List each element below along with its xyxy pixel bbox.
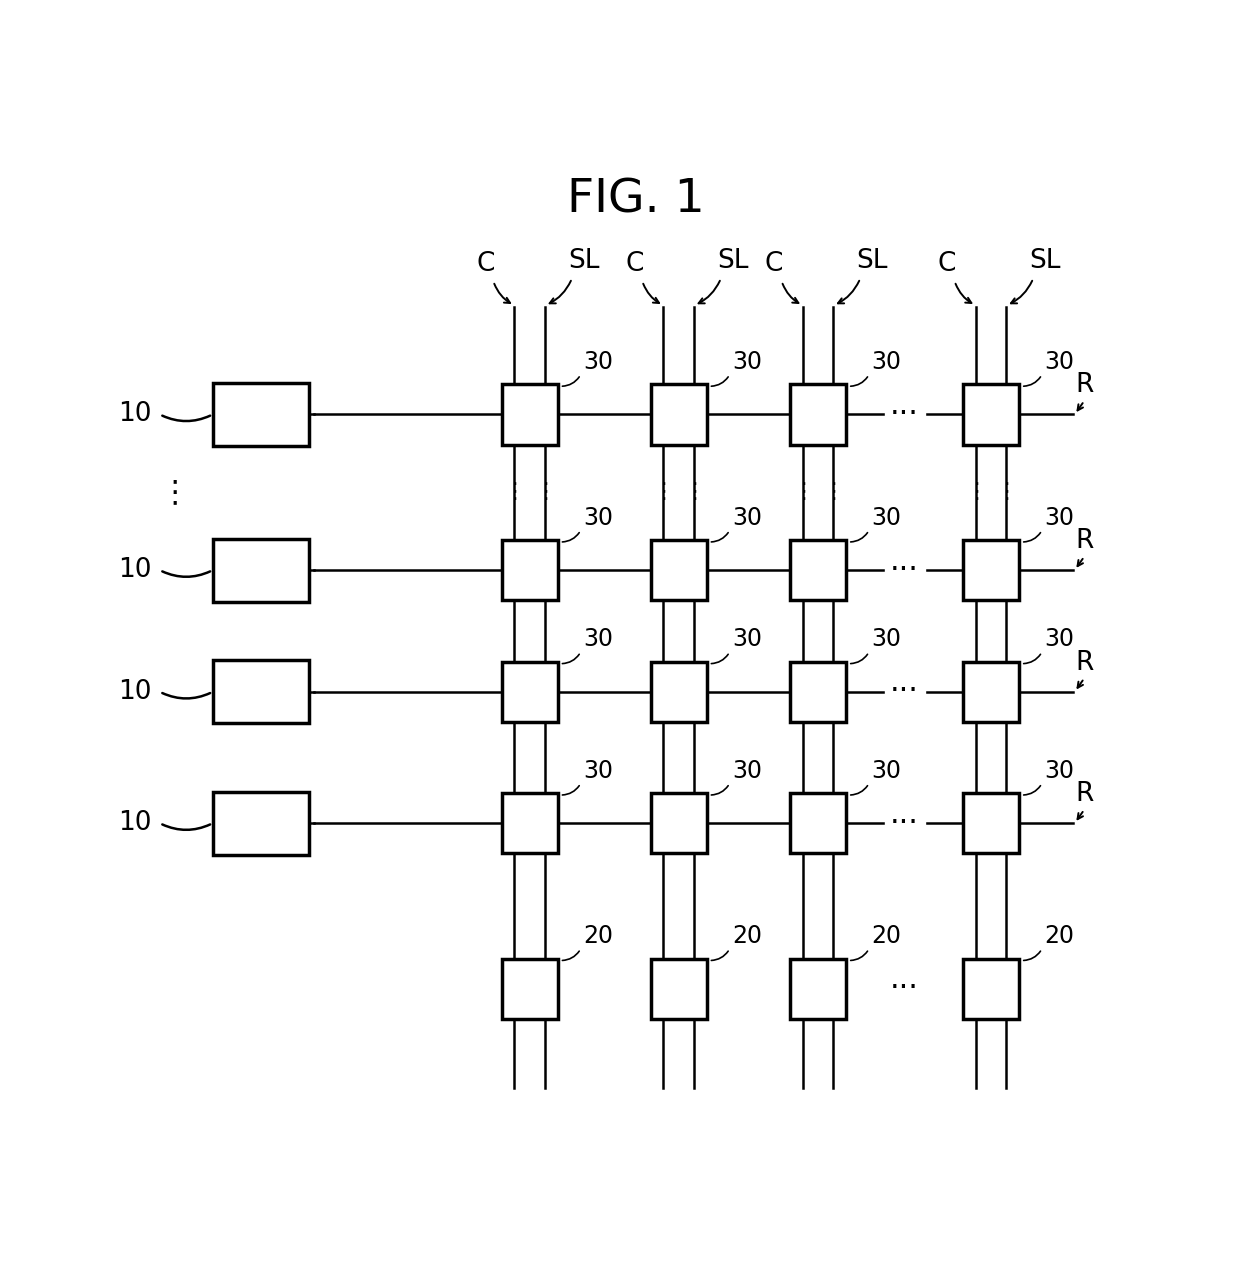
Text: 10: 10 xyxy=(119,557,153,583)
Text: SL: SL xyxy=(568,248,599,274)
Text: ⋮: ⋮ xyxy=(503,483,526,502)
Text: 10: 10 xyxy=(119,402,153,427)
Bar xyxy=(502,540,558,600)
Text: C: C xyxy=(625,250,644,277)
Text: ⋮: ⋮ xyxy=(965,483,987,502)
Text: 20: 20 xyxy=(732,924,761,948)
Text: C: C xyxy=(937,250,956,277)
Bar xyxy=(963,384,1019,445)
Text: C: C xyxy=(476,250,495,277)
Text: 30: 30 xyxy=(732,758,761,782)
Text: ···: ··· xyxy=(890,678,919,707)
Bar xyxy=(790,384,846,445)
Text: 30: 30 xyxy=(1044,506,1074,530)
Bar xyxy=(963,661,1019,722)
Bar xyxy=(651,793,707,853)
Text: 20: 20 xyxy=(1044,924,1074,948)
Text: ⋮: ⋮ xyxy=(996,483,1018,502)
Text: C: C xyxy=(765,250,784,277)
Text: 10: 10 xyxy=(119,679,153,705)
Text: ···: ··· xyxy=(890,975,919,1004)
Bar xyxy=(502,661,558,722)
Bar xyxy=(502,793,558,853)
Bar xyxy=(790,958,846,1019)
Text: ···: ··· xyxy=(890,556,919,585)
Text: R: R xyxy=(1075,650,1094,676)
Text: 30: 30 xyxy=(872,627,901,651)
Bar xyxy=(790,540,846,600)
Bar xyxy=(651,384,707,445)
Bar xyxy=(213,383,309,446)
Bar xyxy=(213,660,309,723)
Text: 30: 30 xyxy=(583,758,613,782)
Text: ⋮: ⋮ xyxy=(791,483,813,502)
Text: ⋮: ⋮ xyxy=(652,483,675,502)
Text: R: R xyxy=(1075,373,1094,398)
Text: 30: 30 xyxy=(583,350,613,374)
Bar xyxy=(213,791,309,854)
Text: 30: 30 xyxy=(1044,350,1074,374)
Text: SL: SL xyxy=(1029,248,1060,274)
Bar xyxy=(963,793,1019,853)
Text: 30: 30 xyxy=(732,627,761,651)
Bar xyxy=(651,661,707,722)
Text: 30: 30 xyxy=(583,627,613,651)
Bar xyxy=(213,538,309,602)
Text: 20: 20 xyxy=(872,924,901,948)
Bar xyxy=(790,793,846,853)
Text: FIG. 1: FIG. 1 xyxy=(567,178,704,222)
Text: 10: 10 xyxy=(119,810,153,837)
Text: R: R xyxy=(1075,528,1094,554)
Text: 30: 30 xyxy=(732,506,761,530)
Text: 30: 30 xyxy=(872,350,901,374)
Text: ⋮: ⋮ xyxy=(159,478,190,507)
Bar xyxy=(651,958,707,1019)
Text: SL: SL xyxy=(856,248,888,274)
Text: ⋮: ⋮ xyxy=(822,483,844,502)
Bar xyxy=(963,958,1019,1019)
Text: R: R xyxy=(1075,781,1094,806)
Text: ···: ··· xyxy=(890,809,919,838)
Bar xyxy=(502,384,558,445)
Text: 30: 30 xyxy=(1044,627,1074,651)
Bar xyxy=(502,958,558,1019)
Text: 30: 30 xyxy=(872,758,901,782)
Text: ⋮: ⋮ xyxy=(534,483,557,502)
Text: 30: 30 xyxy=(732,350,761,374)
Bar xyxy=(651,540,707,600)
Bar xyxy=(790,661,846,722)
Text: 30: 30 xyxy=(583,506,613,530)
Text: ···: ··· xyxy=(890,399,919,428)
Text: 30: 30 xyxy=(1044,758,1074,782)
Text: ⋮: ⋮ xyxy=(683,483,706,502)
Bar xyxy=(963,540,1019,600)
Text: 30: 30 xyxy=(872,506,901,530)
Text: 20: 20 xyxy=(583,924,613,948)
Text: SL: SL xyxy=(717,248,748,274)
